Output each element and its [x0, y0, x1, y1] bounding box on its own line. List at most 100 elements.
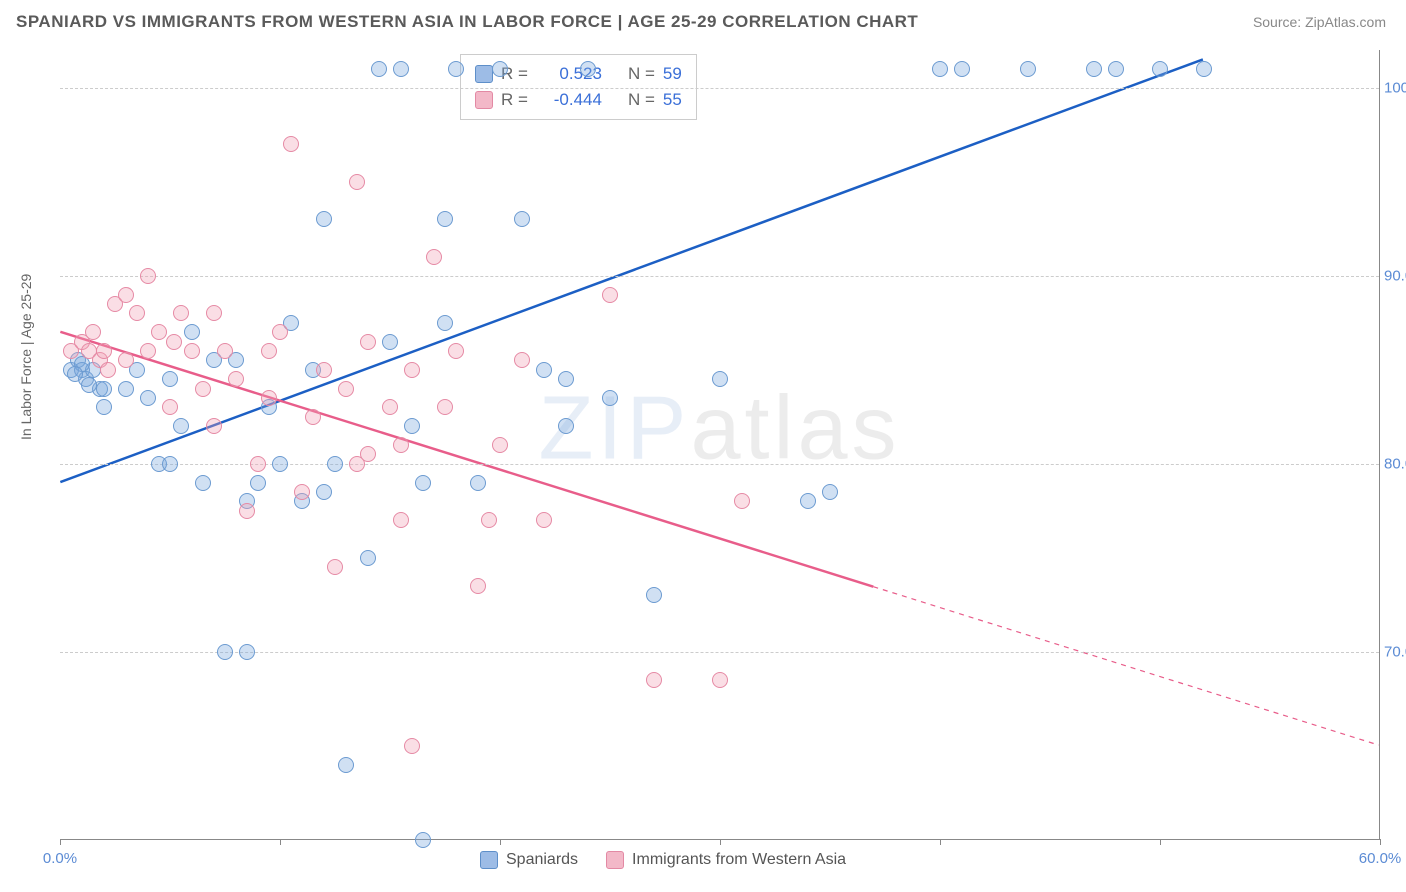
scatter-point	[261, 343, 277, 359]
y-axis-label: In Labor Force | Age 25-29	[18, 274, 34, 440]
legend-r-value: -0.444	[536, 87, 602, 113]
legend-n-value: 59	[663, 61, 682, 87]
legend-bottom: Spaniards Immigrants from Western Asia	[480, 851, 846, 869]
scatter-point	[470, 475, 486, 491]
scatter-point	[514, 211, 530, 227]
x-tick-mark	[1380, 839, 1381, 845]
scatter-point	[96, 343, 112, 359]
scatter-point	[404, 362, 420, 378]
source-label: Source: ZipAtlas.com	[1253, 14, 1386, 30]
scatter-point	[140, 268, 156, 284]
x-tick-mark	[1160, 839, 1161, 845]
scatter-point	[437, 399, 453, 415]
trend-line	[60, 59, 1203, 482]
scatter-point	[360, 446, 376, 462]
scatter-point	[272, 456, 288, 472]
scatter-point	[558, 371, 574, 387]
legend-label: Spaniards	[506, 851, 578, 869]
scatter-point	[349, 174, 365, 190]
scatter-point	[492, 437, 508, 453]
scatter-point	[140, 390, 156, 406]
scatter-point	[646, 672, 662, 688]
scatter-point	[514, 352, 530, 368]
scatter-point	[118, 352, 134, 368]
scatter-point	[932, 61, 948, 77]
legend-n-label: N =	[628, 87, 655, 113]
scatter-point	[558, 418, 574, 434]
x-tick-mark	[60, 839, 61, 845]
scatter-point	[426, 249, 442, 265]
scatter-point	[371, 61, 387, 77]
scatter-point	[712, 371, 728, 387]
legend-swatch	[606, 851, 624, 869]
scatter-point	[360, 334, 376, 350]
scatter-point	[118, 381, 134, 397]
scatter-point	[393, 61, 409, 77]
scatter-point	[250, 475, 266, 491]
y-tick-label: 100.0%	[1384, 79, 1406, 96]
scatter-point	[1108, 61, 1124, 77]
scatter-point	[239, 644, 255, 660]
scatter-point	[536, 512, 552, 528]
scatter-point	[272, 324, 288, 340]
scatter-point	[67, 366, 83, 382]
scatter-point	[470, 578, 486, 594]
scatter-point	[85, 324, 101, 340]
scatter-point	[437, 315, 453, 331]
scatter-point	[316, 362, 332, 378]
scatter-point	[481, 512, 497, 528]
y-tick-label: 70.0%	[1384, 643, 1406, 660]
trend-line-extrapolated	[873, 587, 1378, 745]
trend-line	[60, 332, 873, 587]
scatter-point	[1086, 61, 1102, 77]
scatter-point	[1020, 61, 1036, 77]
chart-title: SPANIARD VS IMMIGRANTS FROM WESTERN ASIA…	[16, 12, 918, 32]
scatter-point	[239, 503, 255, 519]
legend-swatch	[480, 851, 498, 869]
scatter-point	[316, 211, 332, 227]
scatter-point	[217, 644, 233, 660]
legend-r-label: R =	[501, 87, 528, 113]
scatter-point	[96, 399, 112, 415]
scatter-point	[536, 362, 552, 378]
scatter-point	[195, 381, 211, 397]
scatter-point	[118, 287, 134, 303]
scatter-point	[184, 324, 200, 340]
legend-item: Spaniards	[480, 851, 578, 869]
scatter-point	[100, 362, 116, 378]
scatter-point	[1196, 61, 1212, 77]
scatter-point	[954, 61, 970, 77]
scatter-point	[602, 390, 618, 406]
scatter-point	[206, 305, 222, 321]
legend-swatch	[475, 65, 493, 83]
x-tick-mark	[720, 839, 721, 845]
x-tick-mark	[500, 839, 501, 845]
x-tick-label: 60.0%	[1359, 850, 1402, 867]
scatter-point	[360, 550, 376, 566]
scatter-point	[250, 456, 266, 472]
scatter-point	[151, 324, 167, 340]
scatter-point	[140, 343, 156, 359]
scatter-point	[316, 484, 332, 500]
x-tick-label: 0.0%	[43, 850, 77, 867]
legend-n-value: 55	[663, 87, 682, 113]
scatter-point	[162, 399, 178, 415]
scatter-point	[162, 371, 178, 387]
trend-lines-svg	[60, 50, 1379, 839]
scatter-point	[448, 61, 464, 77]
y-tick-label: 90.0%	[1384, 267, 1406, 284]
scatter-point	[217, 343, 233, 359]
gridline-horizontal	[60, 88, 1379, 89]
scatter-point	[338, 757, 354, 773]
scatter-point	[283, 136, 299, 152]
legend-label: Immigrants from Western Asia	[632, 851, 846, 869]
scatter-point	[393, 437, 409, 453]
scatter-point	[437, 211, 453, 227]
scatter-point	[602, 287, 618, 303]
legend-stats-row: R = -0.444 N = 55	[475, 87, 682, 113]
scatter-point	[404, 738, 420, 754]
scatter-point	[173, 305, 189, 321]
scatter-point	[382, 399, 398, 415]
scatter-point	[327, 456, 343, 472]
plot-area: ZIPatlas R =0.523N =59R =-0.444N =55 Spa…	[60, 50, 1380, 840]
